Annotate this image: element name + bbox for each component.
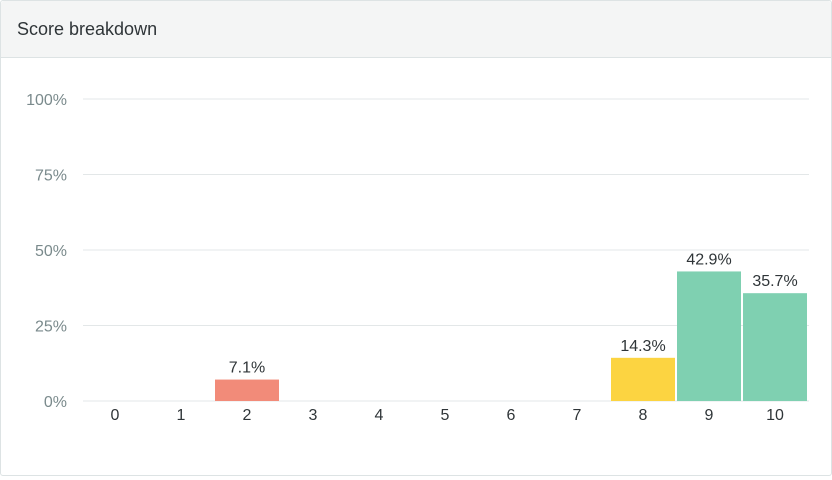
value-label-2: 7.1% bbox=[229, 360, 265, 377]
x-tick-label: 3 bbox=[309, 407, 318, 424]
x-tick-label: 7 bbox=[573, 407, 582, 424]
bar-8 bbox=[611, 357, 675, 401]
x-tick-label: 1 bbox=[177, 407, 186, 424]
x-tick-label: 6 bbox=[507, 407, 516, 424]
x-tick-label: 2 bbox=[243, 407, 252, 424]
x-tick-label: 5 bbox=[441, 407, 450, 424]
bar-9 bbox=[677, 271, 741, 401]
y-tick-label: 50% bbox=[35, 243, 67, 260]
x-tick-label: 4 bbox=[375, 407, 384, 424]
value-label-10: 35.7% bbox=[752, 273, 797, 290]
y-tick-label: 75% bbox=[35, 168, 67, 185]
score-bar-chart: 0% 25% 50% 75% 100% 7.1% 14.3% 42.9% 35.7% 0 1 2 3… bbox=[26, 92, 809, 424]
value-labels: 7.1% 14.3% 42.9% 35.7% bbox=[229, 251, 798, 376]
y-tick-label: 0% bbox=[44, 394, 67, 411]
x-tick-label: 0 bbox=[111, 407, 120, 424]
x-axis-ticks: 0 1 2 3 4 5 6 7 8 9 10 bbox=[111, 407, 784, 424]
bars bbox=[215, 271, 807, 401]
card-header: Score breakdown bbox=[1, 1, 831, 58]
y-axis-ticks: 0% 25% 50% 75% 100% bbox=[26, 92, 67, 411]
x-tick-label: 10 bbox=[766, 407, 784, 424]
bar-10 bbox=[743, 293, 807, 401]
y-tick-label: 25% bbox=[35, 319, 67, 336]
value-label-9: 42.9% bbox=[686, 251, 731, 268]
chart-area: 0% 25% 50% 75% 100% 7.1% 14.3% 42.9% 35.7% 0 1 2 3… bbox=[1, 58, 831, 475]
bar-2 bbox=[215, 379, 279, 401]
card-title: Score breakdown bbox=[17, 18, 158, 39]
x-tick-label: 8 bbox=[639, 407, 648, 424]
value-label-8: 14.3% bbox=[620, 338, 665, 355]
y-tick-label: 100% bbox=[26, 92, 67, 109]
x-tick-label: 9 bbox=[705, 407, 714, 424]
